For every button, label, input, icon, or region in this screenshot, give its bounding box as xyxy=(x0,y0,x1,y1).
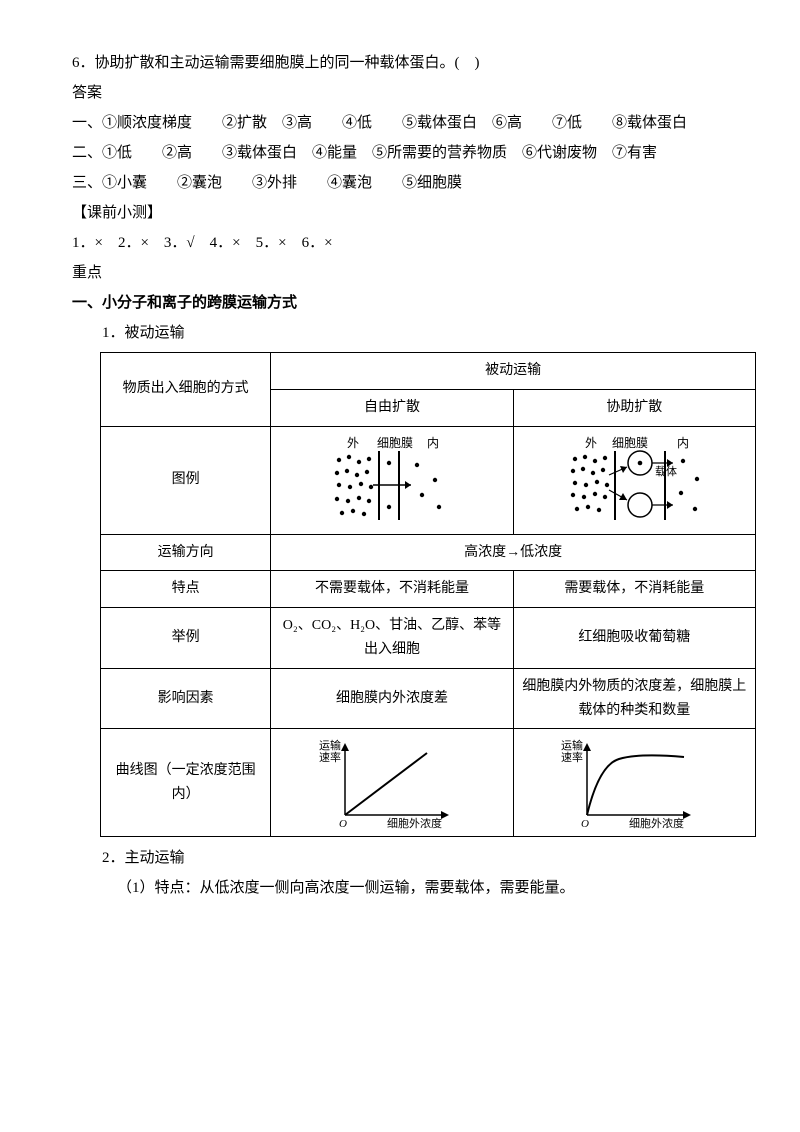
svg-text:O: O xyxy=(339,818,347,830)
th-passive: 被动运输 xyxy=(271,353,756,390)
cell-graph-facilitated: 运输速率 O 细胞外浓度 xyxy=(513,729,755,837)
svg-text:外: 外 xyxy=(585,436,597,450)
cell-diagram-free: 外 细胞膜 内 xyxy=(271,426,513,534)
row-factor-label: 影响因素 xyxy=(101,668,271,729)
cell-direction-value: 高浓度→低浓度 xyxy=(271,534,756,571)
row-feature-label: 特点 xyxy=(101,571,271,608)
th-method: 物质出入细胞的方式 xyxy=(101,353,271,427)
svg-text:细胞膜: 细胞膜 xyxy=(377,436,413,450)
sub-1-title: 1．被动运输 xyxy=(72,318,728,348)
facilitated-diffusion-diagram: 外 细胞膜 内 载体 xyxy=(557,435,712,525)
cell-feature-facilitated: 需要载体，不消耗能量 xyxy=(513,571,755,608)
svg-text:细胞外浓度: 细胞外浓度 xyxy=(629,816,684,830)
svg-text:内: 内 xyxy=(677,436,689,450)
passive-transport-table: 物质出入细胞的方式 被动运输 自由扩散 协助扩散 图例 外 细胞膜 内 xyxy=(100,352,756,837)
row-direction-label: 运输方向 xyxy=(101,534,271,571)
svg-text:运输速率: 运输速率 xyxy=(319,738,341,764)
row-graph-label: 曲线图（一定浓度范围内） xyxy=(101,729,271,837)
question-6: 6．协助扩散和主动运输需要细胞膜上的同一种载体蛋白。( ) xyxy=(72,48,728,78)
answer-line-2: 二、①低 ②高 ③载体蛋白 ④能量 ⑤所需要的营养物质 ⑥代谢废物 ⑦有害 xyxy=(72,138,728,168)
svg-text:O: O xyxy=(581,818,589,830)
cell-graph-free: 运输速率 O 细胞外浓度 xyxy=(271,729,513,837)
svg-text:细胞外浓度: 细胞外浓度 xyxy=(387,816,442,830)
linear-graph: 运输速率 O 细胞外浓度 xyxy=(317,735,467,830)
answer-line-1: 一、①顺浓度梯度 ②扩散 ③高 ④低 ⑤载体蛋白 ⑥高 ⑦低 ⑧载体蛋白 xyxy=(72,108,728,138)
svg-text:内: 内 xyxy=(427,436,439,450)
row-diagram-label: 图例 xyxy=(101,426,271,534)
th-free-diffusion: 自由扩散 xyxy=(271,389,513,426)
th-facilitated-diffusion: 协助扩散 xyxy=(513,389,755,426)
sub-2-title: 2．主动运输 xyxy=(72,843,728,873)
cell-diagram-facilitated: 外 细胞膜 内 载体 xyxy=(513,426,755,534)
free-diffusion-diagram: 外 细胞膜 内 xyxy=(317,435,467,525)
cell-feature-free: 不需要载体，不消耗能量 xyxy=(271,571,513,608)
answer-label: 答案 xyxy=(72,78,728,108)
saturation-graph: 运输速率 O 细胞外浓度 xyxy=(559,735,709,830)
cell-factor-facilitated: 细胞膜内外物质的浓度差，细胞膜上载体的种类和数量 xyxy=(513,668,755,729)
cell-example-free: O₂、CO₂、H₂O、甘油、乙醇、苯等出入细胞 xyxy=(271,608,513,669)
row-example-label: 举例 xyxy=(101,608,271,669)
section-1-title: 一、小分子和离子的跨膜运输方式 xyxy=(72,288,728,318)
key-points-label: 重点 xyxy=(72,258,728,288)
svg-text:运输速率: 运输速率 xyxy=(561,738,583,764)
cell-factor-free: 细胞膜内外浓度差 xyxy=(271,668,513,729)
pretest-answers: 1．× 2．× 3．√ 4．× 5．× 6．× xyxy=(72,228,728,258)
svg-text:外: 外 xyxy=(347,436,359,450)
cell-example-facilitated: 红细胞吸收葡萄糖 xyxy=(513,608,755,669)
svg-text:细胞膜: 细胞膜 xyxy=(612,436,648,450)
sub-2-point-1: （1）特点：从低浓度一侧向高浓度一侧运输，需要载体，需要能量。 xyxy=(72,873,728,903)
pretest-label: 【课前小测】 xyxy=(72,198,728,228)
answer-line-3: 三、①小囊 ②囊泡 ③外排 ④囊泡 ⑤细胞膜 xyxy=(72,168,728,198)
svg-text:载体: 载体 xyxy=(655,464,677,478)
